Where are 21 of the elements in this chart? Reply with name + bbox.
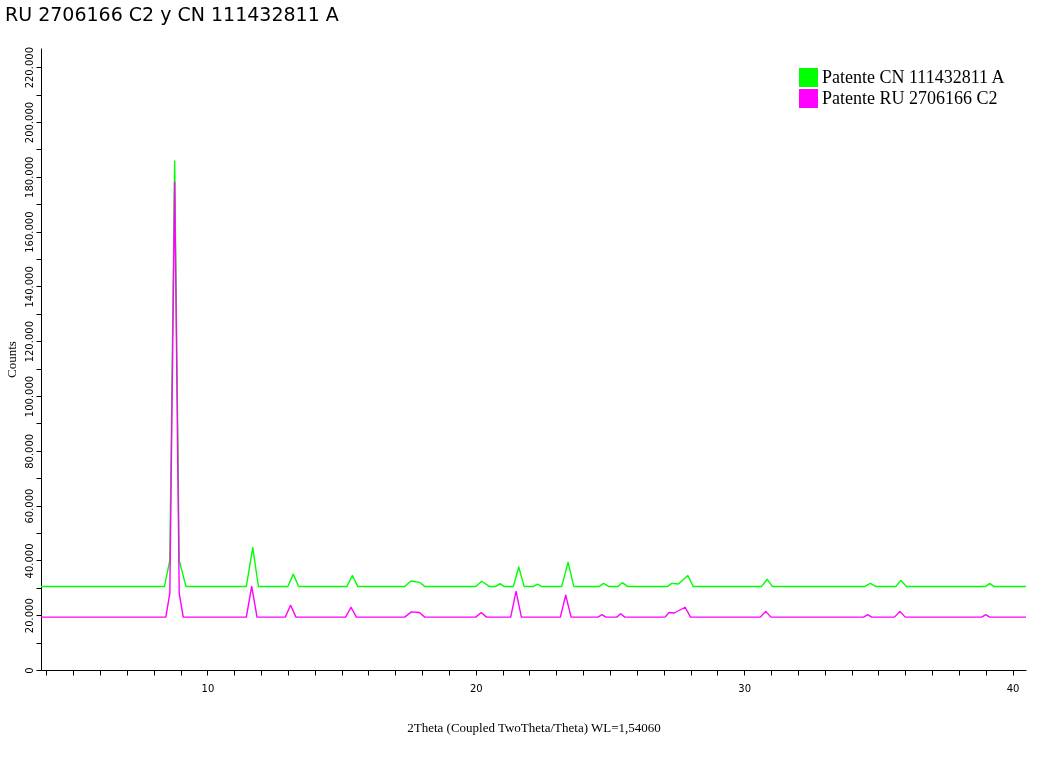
y-tick-label: 140.000 bbox=[23, 266, 35, 308]
y-tick-label: 220.000 bbox=[23, 47, 35, 89]
y-tick-label: 0 bbox=[23, 667, 35, 674]
legend-label: Patente RU 2706166 C2 bbox=[822, 87, 998, 108]
y-tick-label: 200.000 bbox=[23, 101, 35, 144]
y-tick-label: 120.000 bbox=[23, 321, 35, 363]
y-tick-label: 180.000 bbox=[23, 156, 35, 198]
y-tick-label: 80.000 bbox=[23, 433, 35, 469]
legend-label: Patente CN 111432811 A bbox=[822, 66, 1005, 87]
x-tick-label: 20 bbox=[469, 682, 483, 694]
chart-title: RU 2706166 C2 y CN 111432811 A bbox=[5, 2, 339, 25]
y-tick-label: 160.000 bbox=[23, 211, 35, 253]
x-tick-label: 30 bbox=[738, 682, 752, 694]
x-tick-label: 40 bbox=[1006, 682, 1020, 694]
x-tick-label: 10 bbox=[201, 682, 215, 694]
x-axis-title: 2Theta (Coupled TwoTheta/Theta) WL=1,54060 bbox=[407, 719, 661, 735]
y-tick-label: 60.000 bbox=[23, 488, 35, 524]
y-tick-label: 40.000 bbox=[23, 543, 35, 579]
y-axis-title: Counts bbox=[3, 341, 19, 378]
y-tick-label: 20.000 bbox=[23, 598, 35, 634]
y-tick-label: 100.000 bbox=[23, 375, 35, 418]
